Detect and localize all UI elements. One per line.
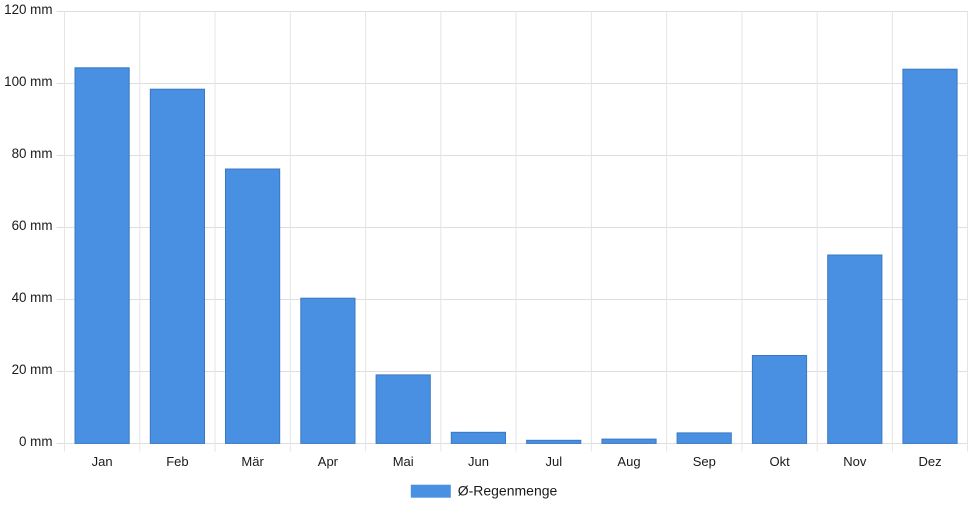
svg-text:60 mm: 60 mm [12,218,53,233]
svg-text:Sep: Sep [693,454,716,469]
svg-text:0 mm: 0 mm [19,434,52,449]
svg-text:40 mm: 40 mm [12,290,53,305]
svg-text:Apr: Apr [318,454,339,469]
svg-text:80 mm: 80 mm [12,146,53,161]
svg-text:20 mm: 20 mm [12,362,53,377]
svg-text:Feb: Feb [166,454,188,469]
svg-text:120 mm: 120 mm [4,2,52,17]
svg-text:Mai: Mai [393,454,414,469]
svg-text:Jan: Jan [92,454,113,469]
svg-text:100 mm: 100 mm [4,74,52,89]
svg-text:Nov: Nov [843,454,867,469]
svg-text:Jul: Jul [545,454,562,469]
svg-text:Aug: Aug [617,454,640,469]
svg-text:Dez: Dez [919,454,942,469]
svg-text:Okt: Okt [769,454,790,469]
svg-text:Mär: Mär [241,454,264,469]
svg-text:Ø-Regenmenge: Ø-Regenmenge [458,483,558,499]
svg-text:Jun: Jun [468,454,489,469]
